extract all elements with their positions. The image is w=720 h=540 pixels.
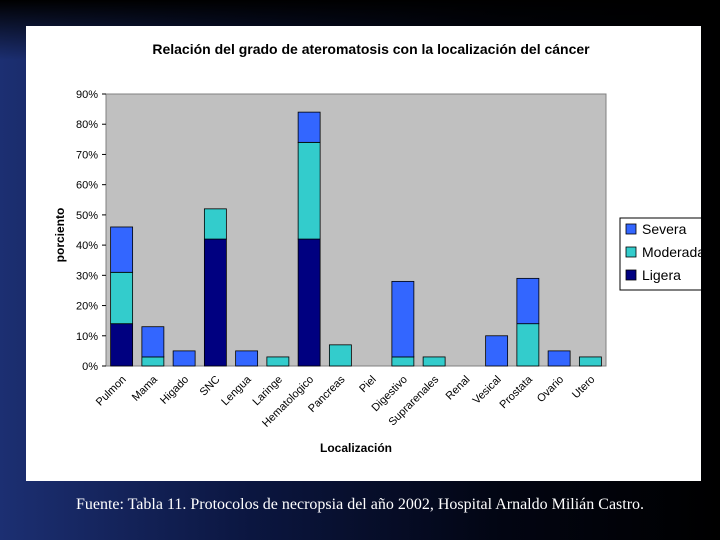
bar-laringe-moderada xyxy=(266,356,290,367)
x-tick-label: Lengua xyxy=(219,373,254,408)
y-tick-label: 30% xyxy=(76,270,98,282)
x-tick-label: Ovario xyxy=(535,374,566,405)
bar-pulmon-severa xyxy=(110,226,134,273)
bar-pancreas-moderada xyxy=(328,344,352,367)
y-tick-label: 50% xyxy=(76,210,98,222)
chart: Relación del grado de ateromatosis con l… xyxy=(53,41,701,455)
x-axis-title: Localización xyxy=(320,441,392,455)
chart-panel: Relación del grado de ateromatosis con l… xyxy=(26,26,701,481)
x-tick-label: Renal xyxy=(444,374,473,403)
bar-mama-moderada xyxy=(141,356,165,367)
legend-swatch-moderada xyxy=(625,246,637,258)
bar-utero-moderada xyxy=(578,356,602,367)
y-axis-title: porciento xyxy=(53,208,67,263)
bar-vesical-severa xyxy=(485,335,509,367)
bar-snc-ligera xyxy=(203,238,227,367)
bar-suprarenales-moderada xyxy=(422,356,446,367)
bar-prostata-moderada xyxy=(516,323,540,367)
legend: Severa Moderada Ligera xyxy=(619,217,701,291)
chart-title: Relación del grado de ateromatosis con l… xyxy=(152,41,590,57)
y-tick-label: 70% xyxy=(76,149,98,161)
bar-pulmon-ligera xyxy=(110,323,134,367)
x-tick-label: Piel xyxy=(357,374,378,395)
bar-ovario-severa xyxy=(547,350,571,367)
source-footnote: Fuente: Tabla 11. Protocolos de necropsi… xyxy=(75,496,645,513)
legend-label-ligera: Ligera xyxy=(642,267,681,283)
legend-label-moderada: Moderada xyxy=(642,244,701,260)
y-tick-label: 0% xyxy=(82,361,98,373)
bar-digestivo-severa xyxy=(391,280,415,358)
bar-hematologico-moderada xyxy=(297,141,321,240)
legend-swatch-severa xyxy=(625,223,637,235)
x-tick-label: Higado xyxy=(158,374,191,407)
y-tick-label: 20% xyxy=(76,301,98,313)
bar-hematologico-ligera xyxy=(297,238,321,367)
bar-pulmon-moderada xyxy=(110,271,134,325)
x-tick-label: Prostata xyxy=(498,373,536,411)
bar-digestivo-moderada xyxy=(391,356,415,367)
x-tick-label: SNC xyxy=(198,374,223,399)
y-tick-label: 80% xyxy=(76,119,98,131)
bar-lengua-severa xyxy=(235,350,259,367)
legend-swatch-ligera xyxy=(625,269,637,281)
bar-hematologico-severa xyxy=(297,111,321,143)
x-tick-label: Pulmon xyxy=(94,374,129,409)
legend-label-severa: Severa xyxy=(642,221,687,237)
y-tick-label: 60% xyxy=(76,180,98,192)
x-tick-label: Mama xyxy=(130,373,161,404)
y-tick-label: 90% xyxy=(76,89,98,101)
bar-mama-severa xyxy=(141,326,165,358)
bar-higado-severa xyxy=(172,350,196,367)
bar-snc-moderada xyxy=(203,208,227,240)
y-tick-label: 10% xyxy=(76,331,98,343)
x-tick-label: Utero xyxy=(570,374,598,402)
bar-prostata-severa xyxy=(516,277,540,325)
y-tick-label: 40% xyxy=(76,240,98,252)
